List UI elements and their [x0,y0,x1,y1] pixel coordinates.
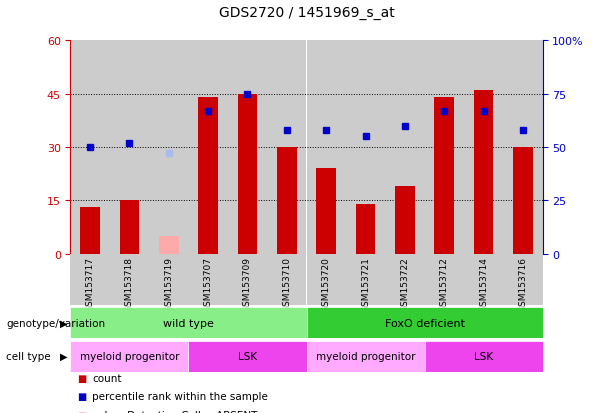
Text: myeloid progenitor: myeloid progenitor [316,351,415,361]
Bar [189,254,228,306]
Bar [228,254,267,306]
Text: ■: ■ [77,373,86,383]
Text: myeloid progenitor: myeloid progenitor [80,351,179,361]
Bar [228,41,267,254]
Bar [306,254,346,306]
Bar [316,169,336,254]
Bar [110,254,149,306]
Bar [149,254,189,306]
Bar [424,254,464,306]
Bar [189,341,306,372]
Bar [238,95,257,254]
Bar [503,41,543,254]
Text: ■: ■ [77,410,86,413]
Bar [306,308,543,339]
Text: count: count [92,373,121,383]
Text: GSM153722: GSM153722 [400,256,409,311]
Text: GSM153716: GSM153716 [519,256,527,311]
Bar [110,41,149,254]
Text: GSM153707: GSM153707 [204,256,213,311]
Bar [464,254,503,306]
Bar [306,41,346,254]
Bar [385,41,424,254]
Bar [356,204,375,254]
Bar [464,41,503,254]
Text: percentile rank within the sample: percentile rank within the sample [92,392,268,401]
Bar [199,98,218,254]
Text: GSM153717: GSM153717 [86,256,94,311]
Text: GSM153719: GSM153719 [164,256,173,311]
Bar [277,147,297,254]
Bar [189,41,228,254]
Bar [346,41,385,254]
Bar [306,341,424,372]
Bar [267,41,306,254]
Text: GSM153712: GSM153712 [440,256,449,311]
Text: LSK: LSK [474,351,493,361]
Bar [70,41,110,254]
Bar [503,254,543,306]
Bar [159,236,178,254]
Bar [80,208,100,254]
Bar [424,41,464,254]
Bar [435,98,454,254]
Text: genotype/variation: genotype/variation [6,318,105,328]
Text: cell type: cell type [6,351,51,361]
Text: GDS2720 / 1451969_s_at: GDS2720 / 1451969_s_at [219,6,394,20]
Text: FoxO deficient: FoxO deficient [384,318,465,328]
Bar [267,254,306,306]
Bar [385,254,424,306]
Bar [346,254,385,306]
Text: LSK: LSK [238,351,257,361]
Text: wild type: wild type [163,318,214,328]
Bar [474,91,493,254]
Bar [513,147,533,254]
Text: GSM153709: GSM153709 [243,256,252,311]
Text: ▶: ▶ [60,351,67,361]
Text: ▶: ▶ [60,318,67,328]
Bar [149,41,189,254]
Bar [424,341,543,372]
Bar [120,201,139,254]
Bar [70,308,306,339]
Text: GSM153710: GSM153710 [283,256,291,311]
Bar [70,254,110,306]
Text: GSM153720: GSM153720 [322,256,330,311]
Text: ■: ■ [77,392,86,401]
Text: GSM153714: GSM153714 [479,256,488,311]
Text: value, Detection Call = ABSENT: value, Detection Call = ABSENT [92,410,257,413]
Text: GSM153718: GSM153718 [125,256,134,311]
Text: GSM153721: GSM153721 [361,256,370,311]
Bar [395,187,414,254]
Bar [70,341,189,372]
